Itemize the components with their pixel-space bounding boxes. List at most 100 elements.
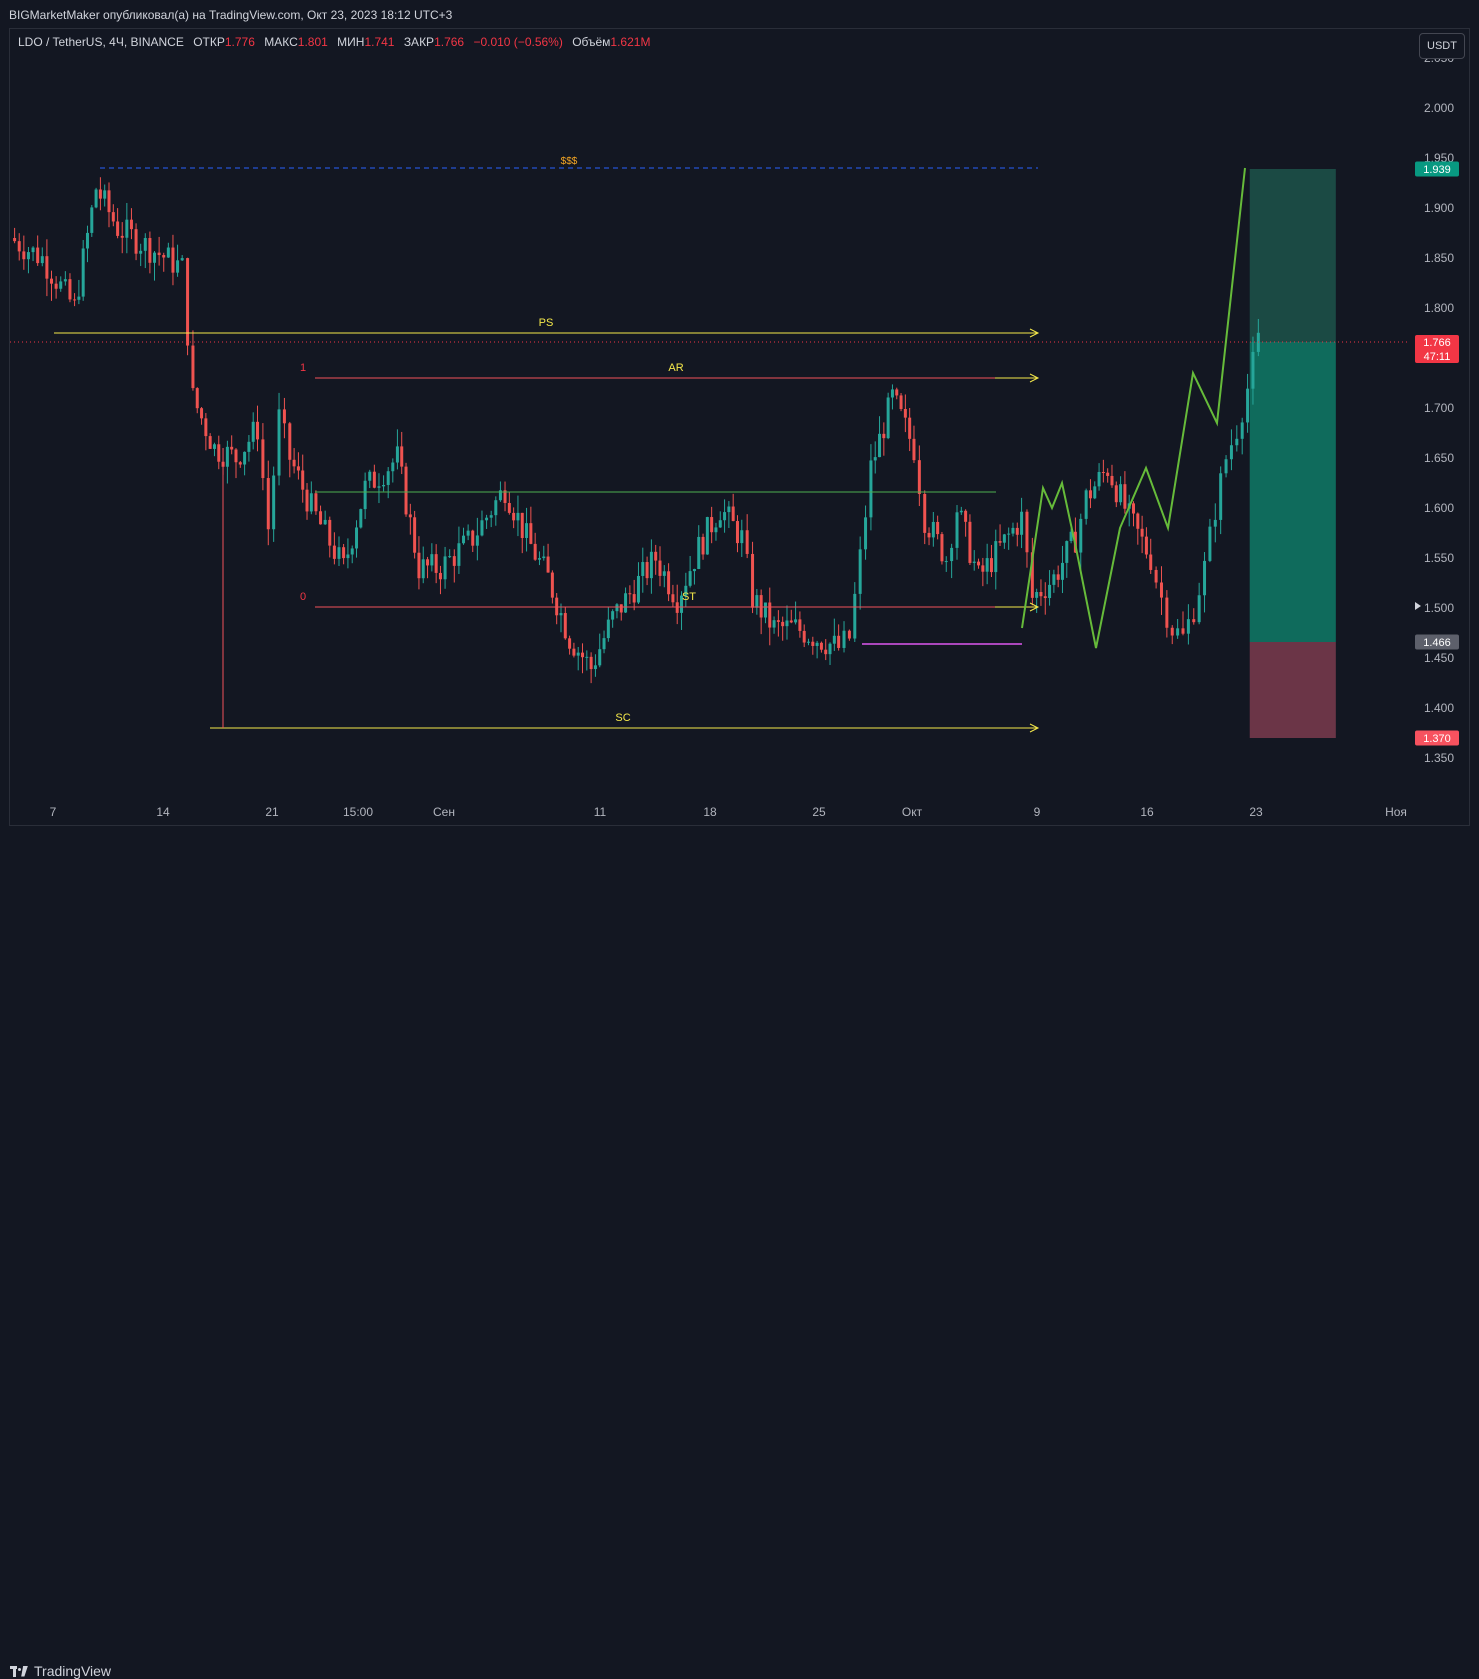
candle-up: [421, 559, 425, 579]
symbol-name[interactable]: LDO / TetherUS, 4Ч, BINANCE: [18, 35, 184, 49]
candle-up: [81, 248, 85, 297]
currency-button[interactable]: USDT: [1419, 33, 1465, 59]
candle-down: [404, 466, 408, 515]
sc-label: SC: [615, 712, 630, 724]
author-line: BIGMarketMaker опубликовал(а) на Trading…: [9, 8, 453, 22]
tradingview-logo[interactable]: TradingView: [10, 1663, 111, 1679]
candle-down: [776, 620, 780, 622]
candle-up: [180, 258, 184, 261]
symbol-legend: LDO / TetherUS, 4Ч, BINANCE ОТКР1.776 МА…: [18, 35, 650, 49]
tradingview-icon: [10, 1665, 28, 1677]
candle-down: [710, 517, 714, 533]
x-tick-label: Сен: [433, 805, 455, 819]
candle-up: [498, 490, 502, 501]
candle-down: [589, 656, 593, 670]
candle-down: [781, 621, 785, 627]
candle-up: [462, 535, 466, 544]
ps-line-arrow: [1029, 328, 1040, 338]
candle-up: [869, 460, 873, 518]
candle-up: [1229, 445, 1233, 460]
y-tick-label: 1.400: [1424, 701, 1454, 715]
x-tick-label: Окт: [902, 805, 923, 819]
candle-up: [886, 397, 890, 439]
y-tick-label: 1.500: [1424, 601, 1454, 615]
price-chart[interactable]: 2.0502.0001.9501.9001.8501.8001.7501.700…: [0, 0, 1479, 861]
candle-down: [1056, 574, 1060, 580]
candle-up: [1035, 592, 1039, 598]
candle-down: [319, 511, 323, 525]
candle-down: [520, 512, 524, 538]
candle-down: [533, 543, 537, 560]
candle-down: [1114, 485, 1118, 503]
candle-up: [382, 484, 386, 487]
volume-value: 1.621M: [610, 35, 651, 49]
candle-down: [1015, 527, 1019, 535]
candle-down: [408, 514, 412, 518]
candle-down: [555, 597, 559, 616]
candle-down: [301, 470, 305, 490]
candle-down: [529, 523, 533, 544]
candle-down: [157, 252, 161, 256]
candle-down: [671, 594, 675, 603]
candle-down: [1101, 471, 1105, 473]
candle-up: [615, 604, 619, 612]
candle-down: [1132, 503, 1136, 514]
countdown-text: 47:11: [1424, 351, 1451, 363]
y-tick-label: 1.700: [1424, 401, 1454, 415]
candle-down: [1106, 472, 1110, 476]
high-label: МАКС: [264, 35, 298, 49]
candle-up: [26, 252, 30, 260]
candle-up: [576, 652, 580, 656]
candle-up: [1084, 490, 1088, 519]
candle-up: [143, 238, 147, 251]
candle-up: [1235, 438, 1239, 446]
candle-down: [208, 436, 212, 449]
candle-down: [134, 229, 138, 254]
candle-up: [598, 649, 602, 666]
price-badge: [1415, 335, 1459, 363]
target-zone-upper: [1249, 169, 1336, 342]
candle-up: [1240, 422, 1244, 439]
low-value: 1.741: [364, 35, 395, 49]
candle-up: [559, 613, 563, 616]
x-tick-label: 18: [703, 805, 717, 819]
candle-down: [964, 510, 968, 522]
candle-down: [292, 459, 296, 467]
high-value: 1.801: [297, 35, 328, 49]
candle-down: [111, 212, 115, 222]
price-badge: [1415, 730, 1459, 746]
candle-down: [230, 446, 234, 450]
target-zone: [1249, 342, 1336, 642]
change-value: −0.010 (−0.56%): [473, 35, 563, 49]
candle-down: [619, 604, 623, 613]
y-tick-label: 2.000: [1424, 101, 1454, 115]
candle-down: [819, 642, 823, 650]
candle-up: [77, 296, 81, 300]
candle-up: [516, 512, 520, 521]
candle-down: [903, 409, 907, 418]
y-tick-label: 1.800: [1424, 301, 1454, 315]
candle-up: [90, 207, 94, 233]
x-tick-label: 21: [265, 805, 279, 819]
candle-up: [950, 547, 954, 562]
candle-down: [1165, 597, 1169, 628]
candle-down: [989, 558, 993, 573]
candle-up: [636, 575, 640, 603]
candle-down: [977, 561, 981, 566]
candle-up: [1097, 471, 1101, 487]
candle-down: [837, 635, 841, 648]
candle-up: [395, 446, 399, 463]
tradingview-brand: TradingView: [34, 1663, 112, 1679]
candle-down: [899, 395, 903, 410]
candle-up: [772, 620, 776, 628]
candle-down: [1030, 552, 1034, 598]
candle-up: [1176, 628, 1180, 636]
x-tick-label: Ноя: [1385, 805, 1407, 819]
candle-up: [166, 247, 170, 258]
candle-up: [1197, 595, 1201, 623]
candle-down: [400, 446, 404, 467]
candle-down: [282, 409, 286, 424]
candle-up: [585, 656, 589, 658]
candle-down: [811, 641, 815, 646]
candle-down: [186, 258, 190, 346]
